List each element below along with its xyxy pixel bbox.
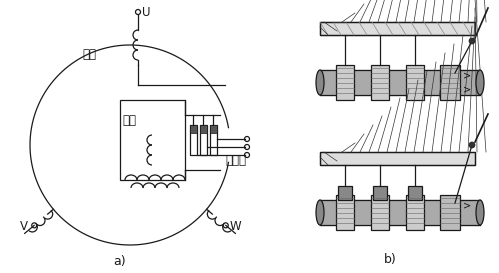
Text: U: U bbox=[142, 5, 151, 19]
Bar bbox=[320, 22, 475, 35]
Text: V: V bbox=[20, 220, 28, 233]
Bar bbox=[200, 125, 207, 155]
Ellipse shape bbox=[476, 70, 484, 95]
Bar bbox=[338, 186, 352, 200]
Bar bbox=[320, 152, 475, 165]
Bar bbox=[440, 65, 460, 100]
Bar bbox=[371, 195, 389, 230]
Text: b): b) bbox=[384, 254, 396, 266]
Bar bbox=[440, 195, 460, 230]
Bar bbox=[406, 195, 424, 230]
Bar bbox=[320, 22, 475, 35]
Circle shape bbox=[469, 142, 475, 148]
Bar bbox=[336, 195, 354, 230]
Bar bbox=[200, 125, 207, 133]
Bar bbox=[373, 186, 387, 200]
Text: 定子: 定子 bbox=[82, 49, 96, 61]
Bar bbox=[190, 125, 197, 155]
Bar bbox=[336, 65, 354, 100]
Ellipse shape bbox=[316, 200, 324, 225]
Text: a): a) bbox=[114, 256, 126, 269]
Circle shape bbox=[469, 38, 475, 44]
Bar bbox=[371, 65, 389, 100]
Text: 转子: 转子 bbox=[122, 114, 136, 126]
Bar bbox=[190, 125, 197, 133]
Ellipse shape bbox=[476, 200, 484, 225]
Bar bbox=[406, 65, 424, 100]
Ellipse shape bbox=[316, 70, 324, 95]
Bar bbox=[210, 125, 217, 133]
Polygon shape bbox=[320, 70, 480, 95]
Text: >: > bbox=[463, 200, 471, 210]
Text: W: W bbox=[230, 220, 242, 233]
Bar bbox=[320, 152, 475, 165]
Bar bbox=[408, 186, 422, 200]
Polygon shape bbox=[320, 200, 480, 225]
Text: 集电环: 集电环 bbox=[225, 153, 246, 167]
Text: >: > bbox=[463, 70, 471, 80]
Text: >: > bbox=[463, 85, 471, 95]
Polygon shape bbox=[320, 22, 475, 35]
Bar bbox=[120, 100, 185, 180]
Bar bbox=[210, 125, 217, 155]
